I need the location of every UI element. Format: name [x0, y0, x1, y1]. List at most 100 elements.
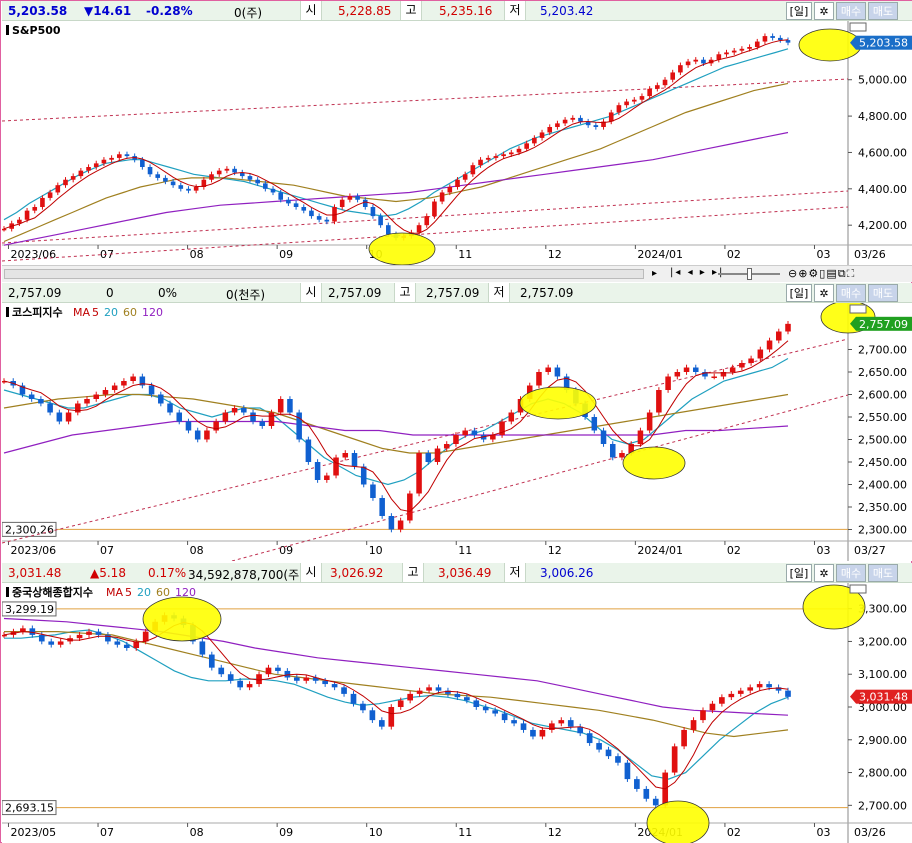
candle-body [287, 399, 293, 413]
candle-body [471, 430, 478, 435]
gear-icon[interactable]: ✲ [814, 2, 834, 20]
candle-body [277, 399, 284, 413]
candle-body [167, 403, 173, 413]
candle-body [232, 168, 237, 173]
candle-body [554, 367, 561, 377]
candle-body [702, 372, 708, 377]
candle-body [286, 199, 291, 204]
sell-button[interactable]: 매도 [868, 564, 898, 582]
candle-body [224, 168, 230, 171]
open-key: 시 [300, 283, 322, 302]
candle-body [47, 403, 53, 413]
high-key: 고 [402, 563, 424, 582]
highlight-ellipse [519, 386, 597, 420]
y-tick-label: 5,000.00 [858, 74, 907, 87]
highlight-ellipse [142, 596, 222, 642]
chart-title: 중국상해종합지수 [12, 585, 93, 599]
buy-button[interactable]: 매수 [836, 2, 866, 20]
open-value: 5,228.85 [338, 4, 392, 18]
x-tick-label: 07 [100, 826, 114, 839]
x-tick-label: 09 [279, 544, 293, 557]
day-button[interactable]: [일] [786, 284, 812, 302]
candle-body [293, 203, 299, 207]
candle-body [1, 634, 7, 637]
buy-button[interactable]: 매수 [836, 564, 866, 582]
chart-tools-icon[interactable]: ⊖⊕⚙▯▤⧉⛶ [788, 267, 856, 280]
candle-body [1, 228, 7, 231]
candle-body [716, 54, 722, 60]
candle-body [447, 187, 453, 193]
candle-body [247, 176, 253, 180]
candle-body [121, 381, 127, 386]
trend-line [231, 394, 849, 562]
gear-icon[interactable]: ✲ [814, 284, 834, 302]
candle-body [102, 390, 109, 395]
playback-controls-icon[interactable]: |◂ ◂ ▸ ▸| [670, 267, 725, 278]
candle-body [63, 179, 68, 186]
ma-line-ma20 [4, 629, 789, 780]
candle-body [747, 687, 754, 691]
candle-body [711, 376, 717, 378]
candle-body [539, 729, 546, 737]
plot-area[interactable]: 2,700.00 2,650.00 2,600.00 2,550.00 2,500.00… [1, 300, 912, 562]
high-value: 3,036.49 [438, 566, 492, 580]
candle-body [756, 684, 763, 688]
high-value: 5,235.16 [439, 4, 493, 18]
candle-body [201, 179, 207, 187]
candle-body [270, 188, 276, 193]
candle-body [227, 674, 234, 681]
candle-body [70, 176, 76, 180]
plot-area[interactable]: 3,300.00 3,200.00 3,100.00 3,000.00 2,900.00… [1, 583, 912, 843]
candle-body [453, 435, 459, 444]
candle-body [222, 412, 229, 422]
y-tick-label: 4,800.00 [858, 110, 907, 123]
candle-body [570, 117, 576, 120]
low-value: 3,006.26 [540, 566, 594, 580]
scrollbar-track[interactable] [4, 269, 644, 279]
candle-body [662, 79, 668, 86]
buy-button[interactable]: 매수 [836, 284, 866, 302]
candle-body [434, 448, 441, 462]
candle-body [681, 729, 687, 747]
high-key: 고 [400, 1, 422, 20]
price-change: ▼14.61 [84, 4, 132, 18]
gear-icon[interactable]: ✲ [814, 564, 834, 582]
last-price-label: 5,203.58 [859, 37, 908, 50]
scroll-right-arrow-icon[interactable]: ▸ [652, 268, 658, 279]
candle-body [86, 167, 91, 171]
candle-body [591, 417, 598, 431]
candle-body [490, 435, 496, 440]
candle-body [360, 466, 367, 485]
sell-button[interactable]: 매도 [868, 2, 898, 20]
sp500-chart: 5,000.00 4,800.00 4,600.00 4,400.00 4,200.00… [1, 21, 912, 266]
chart-title: S&P500 [12, 24, 61, 37]
x-tick-label: 2023/06 [10, 248, 56, 261]
candle-body [301, 207, 307, 211]
candle-body [29, 628, 36, 635]
candle-body [619, 453, 625, 458]
candle-body [139, 376, 146, 386]
plot-area[interactable]: 5,000.00 4,800.00 4,600.00 4,400.00 4,200.00… [1, 21, 912, 266]
scroll-toolbar[interactable]: ▸ |◂ ◂ ▸ ▸| ⊖⊕⚙▯▤⧉⛶ [2, 265, 912, 282]
zoom-slider-thumb[interactable] [747, 268, 752, 280]
panel-sp500: 5,203.58 ▼14.61 -0.28% 0(주) 시 5,228.85 고… [1, 1, 912, 283]
candle-body [639, 96, 645, 100]
day-button[interactable]: [일] [786, 564, 812, 582]
y-tick-label: 2,400.00 [858, 479, 907, 492]
candle-body [785, 323, 791, 332]
info-bar: 2,757.09 0 0% 0(천주) 시 2,757.09 고 2,757.0… [2, 283, 912, 303]
candle-body [462, 430, 468, 435]
candle-body [656, 390, 662, 413]
candle-body [425, 453, 432, 462]
candle-body [685, 61, 691, 66]
candle-body [370, 207, 376, 217]
candle-body [624, 101, 629, 106]
day-button[interactable]: [일] [786, 2, 812, 20]
panel-buttons: [일] ✲ 매수 매도 [786, 564, 910, 582]
candle-body [246, 684, 253, 688]
sell-button[interactable]: 매도 [868, 284, 898, 302]
y-tick-label: 2,600.00 [858, 389, 907, 402]
y-tick-label: 2,800.00 [858, 767, 907, 780]
candle-body [616, 105, 622, 113]
